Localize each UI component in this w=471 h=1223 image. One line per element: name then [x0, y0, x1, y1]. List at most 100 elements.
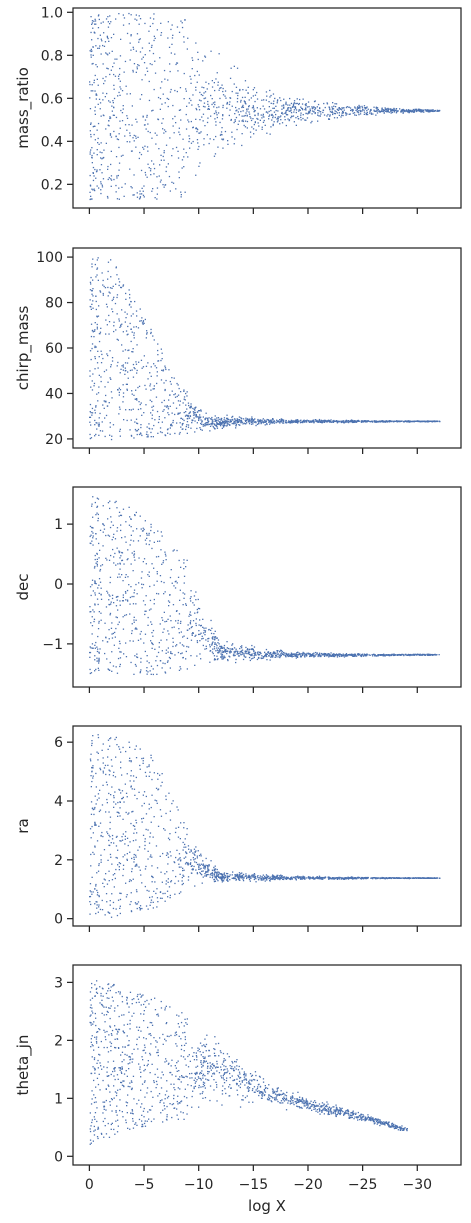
scatter-point: [132, 69, 134, 72]
scatter-point: [144, 604, 146, 606]
scatter-point: [290, 655, 292, 657]
scatter-point: [273, 422, 275, 424]
scatter-point: [279, 419, 281, 421]
scatter-point: [211, 416, 213, 419]
scatter-point: [175, 122, 177, 124]
scatter-point: [97, 400, 99, 402]
scatter-point: [246, 877, 248, 880]
scatter-point: [122, 580, 124, 582]
scatter-point: [179, 404, 181, 406]
scatter-point: [112, 298, 114, 300]
scatter-point: [227, 417, 229, 420]
scatter-point: [91, 412, 94, 414]
scatter-point: [239, 647, 241, 650]
scatter-point: [165, 130, 167, 133]
scatter-point: [187, 416, 189, 418]
scatter-point: [251, 126, 253, 128]
scatter-point: [102, 44, 104, 47]
scatter-point: [102, 292, 104, 295]
scatter-point: [261, 419, 263, 421]
scatter-point: [298, 877, 300, 879]
scatter-point: [167, 98, 170, 100]
scatter-point: [119, 80, 121, 82]
scatter-point: [295, 655, 297, 657]
scatter-point: [205, 424, 207, 426]
scatter-point: [89, 174, 91, 177]
scatter-point: [344, 420, 346, 422]
scatter-point: [198, 608, 201, 610]
scatter-point: [150, 389, 152, 391]
scatter-point: [248, 652, 250, 655]
scatter-point: [96, 872, 98, 874]
scatter-point: [99, 102, 102, 104]
scatter-point: [393, 653, 395, 655]
scatter-point: [324, 106, 326, 109]
scatter-point: [150, 174, 152, 176]
scatter-point: [200, 410, 202, 412]
scatter-point: [106, 559, 108, 561]
scatter-point: [345, 114, 347, 116]
scatter-point: [169, 576, 172, 579]
scatter-point: [99, 151, 101, 153]
scatter-point: [167, 412, 169, 414]
scatter-point: [186, 432, 188, 434]
scatter-point: [142, 834, 145, 836]
scatter-point: [297, 651, 299, 653]
scatter-point: [235, 424, 237, 426]
scatter-point: [189, 597, 191, 600]
scatter-point: [93, 382, 96, 385]
scatter-point: [163, 150, 165, 152]
scatter-point: [226, 422, 228, 424]
scatter-point: [200, 419, 202, 421]
scatter-point: [89, 611, 91, 613]
scatter-point: [250, 423, 253, 425]
scatter-point: [126, 419, 128, 422]
scatter-point: [342, 112, 344, 114]
scatter-point: [119, 898, 122, 901]
scatter-point: [91, 505, 93, 507]
scatter-point: [227, 659, 229, 662]
scatter-point: [215, 112, 217, 114]
scatter-point: [214, 658, 216, 660]
scatter-point: [386, 109, 388, 111]
scatter-point: [136, 593, 138, 595]
scatter-point: [228, 655, 230, 657]
scatter-point: [358, 114, 360, 116]
scatter-point: [279, 422, 281, 424]
scatter-point: [147, 858, 149, 860]
scatter-point: [107, 168, 109, 170]
scatter-point: [131, 187, 133, 189]
scatter-point: [196, 641, 199, 644]
scatter-point: [109, 669, 111, 671]
scatter-point: [170, 620, 172, 622]
scatter-point: [242, 104, 244, 107]
scatter-point: [153, 167, 156, 170]
scatter-point: [254, 121, 256, 123]
scatter-point: [112, 285, 114, 287]
scatter-point: [277, 118, 279, 120]
scatter-point: [238, 420, 240, 422]
scatter-point: [130, 539, 132, 541]
scatter-point: [159, 575, 162, 577]
scatter-point: [192, 94, 194, 96]
scatter-point: [190, 620, 192, 622]
scatter-point: [403, 109, 405, 111]
scatter-point: [313, 111, 315, 113]
scatter-point: [359, 113, 362, 115]
scatter-point: [223, 419, 225, 421]
scatter-point: [207, 418, 209, 420]
scatter-point: [203, 87, 205, 89]
scatter-point: [95, 300, 97, 303]
scatter-point: [107, 54, 109, 56]
scatter-point: [94, 592, 96, 594]
scatter-point: [249, 418, 251, 420]
scatter-point: [235, 106, 237, 109]
scatter-point: [377, 654, 379, 656]
scatter-point: [374, 421, 376, 423]
scatter-point: [141, 907, 143, 910]
scatter-point: [381, 654, 383, 656]
scatter-point: [419, 109, 421, 111]
scatter-point: [251, 644, 253, 647]
scatter-point: [97, 628, 100, 630]
scatter-point: [273, 121, 275, 123]
